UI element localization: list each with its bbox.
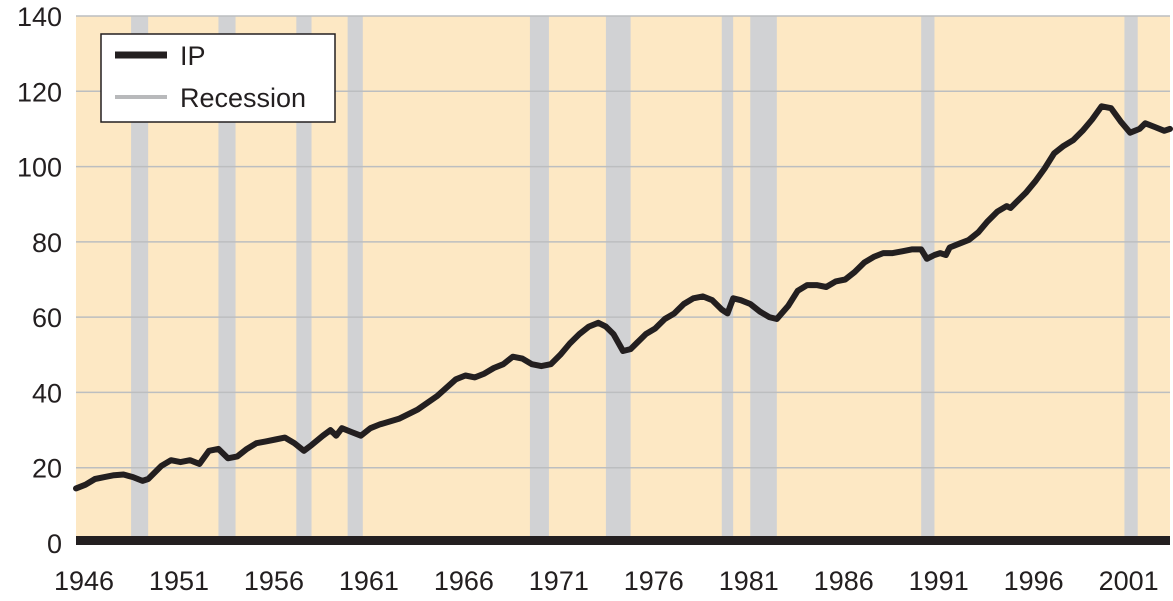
- x-tick-label-1971: 1971: [529, 566, 589, 596]
- x-tick-label-1976: 1976: [624, 566, 684, 596]
- x-tick-label-1986: 1986: [814, 566, 874, 596]
- legend: IP Recession: [100, 33, 336, 123]
- y-tick-label-140: 140: [17, 2, 62, 32]
- y-tick-label-120: 120: [17, 77, 62, 107]
- series-line-0: [73, 103, 1173, 492]
- y-tick-label-0: 0: [47, 529, 62, 559]
- recession-band-9: [1124, 16, 1138, 543]
- series-layer: [73, 103, 1173, 492]
- recession-band-3: [347, 16, 363, 543]
- legend-label-recession: Recession: [180, 83, 306, 113]
- y-tick-label-100: 100: [17, 153, 62, 183]
- recession-band-1: [218, 16, 236, 543]
- y-tick-label-60: 60: [32, 303, 62, 333]
- x-tick-label-1946: 1946: [54, 566, 114, 596]
- recession-band-0: [131, 16, 149, 543]
- recession-band-2: [296, 16, 312, 543]
- recession-band-8: [921, 16, 935, 543]
- recession-band-4: [529, 16, 549, 543]
- x-axis-baseline: [76, 536, 1170, 545]
- recession-band-6: [721, 16, 734, 543]
- x-tick-label-1996: 1996: [1004, 566, 1064, 596]
- x-tick-label-1961: 1961: [339, 566, 399, 596]
- y-tick-label-40: 40: [32, 378, 62, 408]
- x-tick-label-1951: 1951: [149, 566, 209, 596]
- x-tick-labels: 1946 1951 1956 1961 1966 1971 1976 1981 1986 1991…: [54, 566, 1159, 596]
- recession-band-7: [750, 16, 777, 543]
- recession-band-5: [605, 16, 631, 543]
- legend-box: [100, 33, 336, 123]
- x-tick-label-1956: 1956: [244, 566, 304, 596]
- y-tick-label-20: 20: [32, 454, 62, 484]
- legend-label-ip: IP: [180, 41, 206, 71]
- x-tick-label-1981: 1981: [719, 566, 779, 596]
- x-tick-label-1991: 1991: [909, 566, 969, 596]
- y-tick-labels: 0 20 40 60 80 100 120 140: [17, 2, 62, 559]
- recession-bands: [131, 16, 1138, 543]
- x-tick-label-2001: 2001: [1099, 566, 1159, 596]
- y-tick-label-80: 80: [32, 228, 62, 258]
- x-tick-label-1966: 1966: [434, 566, 494, 596]
